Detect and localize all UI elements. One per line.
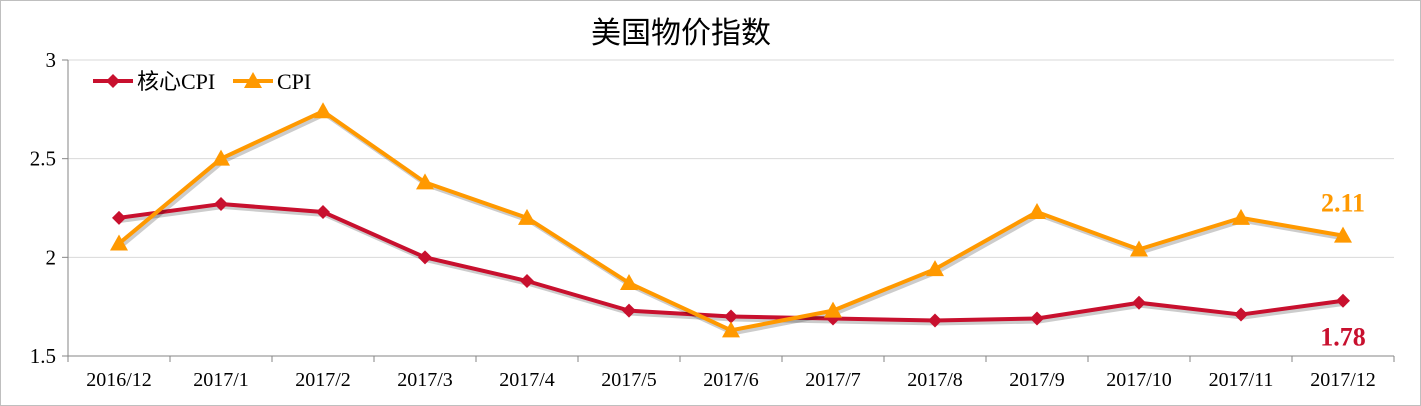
legend-label: CPI [277, 69, 311, 94]
data-point [926, 260, 944, 277]
y-tick-label: 2.5 [30, 147, 56, 171]
data-label: 2.11 [1321, 189, 1365, 218]
data-point [1130, 240, 1148, 257]
data-point [1336, 293, 1350, 308]
chart-title: 美国物价指数 [591, 17, 771, 50]
series-line-core-cpi [118, 202, 1344, 323]
series-line-shadow [119, 112, 1346, 336]
data-point [214, 197, 228, 212]
x-tick-label: 2017/7 [805, 369, 861, 391]
legend-label: 核心CPI [137, 69, 215, 94]
data-point [620, 273, 638, 290]
data-point [1030, 311, 1044, 326]
y-tick-label: 2 [46, 245, 57, 269]
data-point [112, 210, 126, 225]
x-tick-label: 2017/8 [907, 369, 963, 391]
data-point [1334, 226, 1352, 243]
x-tick-label: 2017/5 [601, 369, 657, 391]
data-point [622, 303, 636, 318]
data-point [1234, 307, 1248, 322]
data-point [1132, 295, 1146, 310]
x-tick-label: 2017/1 [193, 369, 249, 391]
x-tick-label: 2017/11 [1209, 369, 1274, 391]
x-tick-label: 2017/10 [1106, 369, 1172, 391]
data-point [722, 321, 740, 338]
data-point [518, 208, 536, 225]
y-tick-label: 1.5 [30, 344, 56, 368]
data-label: 1.78 [1320, 323, 1366, 352]
x-tick-label: 2017/6 [703, 369, 759, 391]
x-tick-label: 2016/12 [86, 369, 152, 391]
data-point [212, 149, 230, 166]
data-point [824, 301, 842, 318]
x-tick-label: 2017/4 [499, 369, 555, 391]
y-tick-label: 3 [46, 48, 57, 72]
x-tick-label: 2017/12 [1310, 369, 1376, 391]
series-line-cpi [117, 109, 1344, 333]
data-point [314, 102, 332, 119]
x-tick-label: 2017/9 [1009, 369, 1065, 391]
data-point [1028, 202, 1046, 219]
data-point [724, 309, 738, 324]
x-tick-label: 2017/3 [397, 369, 453, 391]
legend-marker [244, 72, 262, 88]
legend-marker [106, 74, 120, 88]
data-point [520, 274, 534, 289]
data-point [928, 313, 942, 328]
x-tick-label: 2017/2 [295, 369, 351, 391]
data-point [416, 173, 434, 190]
data-point [1232, 208, 1250, 225]
data-point [316, 204, 330, 219]
data-point [418, 250, 432, 265]
data-point [110, 234, 128, 251]
